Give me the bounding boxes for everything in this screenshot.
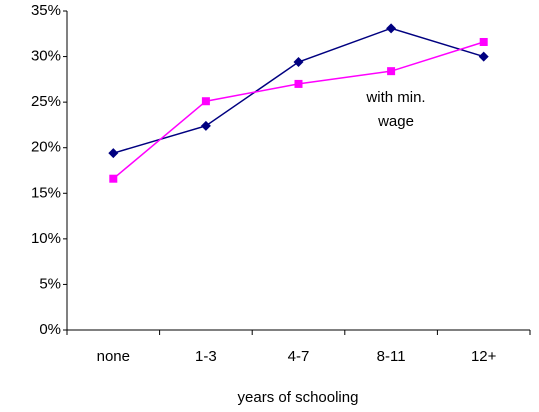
marker [200, 120, 211, 131]
y-tick-label: 15% [31, 184, 61, 201]
x-tick-label: 1-3 [195, 348, 217, 365]
marker [201, 97, 210, 106]
y-tick-label: 5% [39, 275, 61, 292]
x-axis-label: years of schooling [238, 389, 359, 406]
y-tick-label: 30% [31, 48, 61, 65]
y-tick-label: 20% [31, 139, 61, 156]
y-tick-label: 35% [31, 2, 61, 19]
annotation: with min. wage [365, 89, 425, 130]
marker [294, 79, 303, 88]
marker [387, 67, 396, 76]
marker [293, 57, 304, 68]
x-tick-label: none [97, 348, 130, 365]
y-tick-label: 0% [39, 321, 61, 338]
series-line [113, 27, 484, 154]
marker [108, 148, 119, 159]
marker [109, 174, 118, 183]
y-tick-label: 10% [31, 230, 61, 247]
y-tick-label: 25% [31, 93, 61, 110]
x-tick-label: 8-11 [377, 348, 406, 365]
x-tick-label: 12+ [471, 348, 497, 365]
marker [478, 51, 489, 62]
x-tick-label: 4-7 [288, 348, 310, 365]
marker [479, 37, 488, 46]
marker [386, 23, 397, 34]
